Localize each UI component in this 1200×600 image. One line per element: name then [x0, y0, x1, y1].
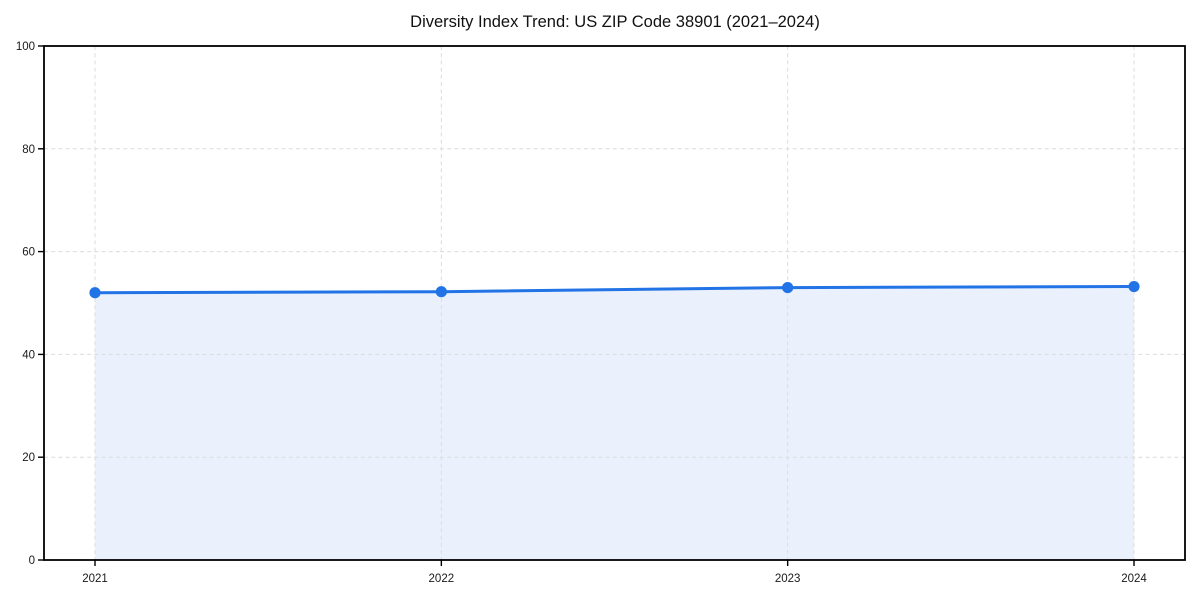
chart-title: Diversity Index Trend: US ZIP Code 38901… — [410, 13, 820, 31]
y-tick-label: 100 — [16, 41, 35, 53]
axis-tick-marks — [38, 45, 1135, 566]
x-tick-label: 2022 — [429, 573, 455, 585]
y-axis-tick-labels: 0 20 40 60 80 100 — [16, 41, 35, 567]
data-point-markers — [89, 280, 1140, 299]
data-point — [1128, 280, 1140, 293]
x-tick-label: 2021 — [82, 573, 108, 585]
data-point — [435, 286, 447, 298]
y-tick-label: 80 — [22, 144, 35, 156]
y-tick-label: 20 — [22, 452, 35, 464]
y-tick-label: 60 — [22, 247, 35, 259]
trend-line — [93, 285, 1136, 295]
area-fill — [95, 286, 1134, 560]
y-tick-label: 40 — [22, 349, 35, 361]
data-point — [782, 281, 794, 294]
area-under-line — [95, 286, 1134, 560]
x-axis-tick-labels: 2021 2022 2023 2024 — [82, 573, 1147, 585]
data-point — [89, 287, 101, 299]
plot-border — [43, 45, 1186, 561]
plot-border-spines — [43, 45, 1186, 561]
x-tick-label: 2024 — [1121, 573, 1147, 585]
series-line — [93, 285, 1136, 295]
x-tick-label: 2023 — [775, 573, 801, 585]
y-tick-label: 0 — [29, 555, 35, 567]
